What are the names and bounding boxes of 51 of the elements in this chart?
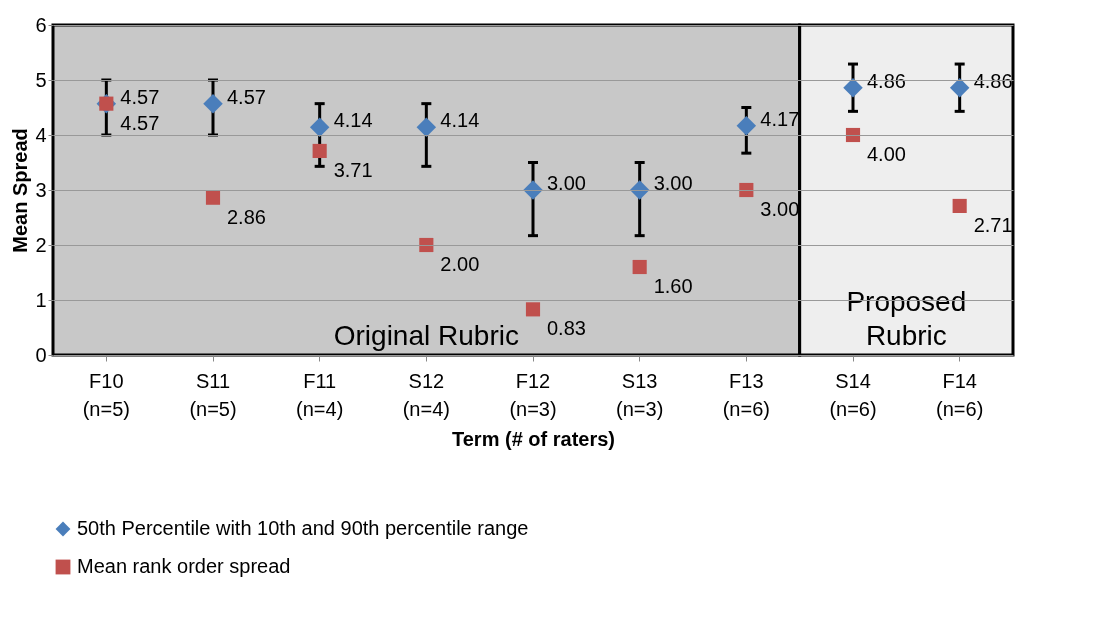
y-tick-label: 1 xyxy=(35,288,47,311)
data-label: 3.71 xyxy=(333,158,373,181)
point xyxy=(845,127,861,143)
legend-label: 50th Percentile with 10th and 90th percentile range xyxy=(77,517,529,539)
point xyxy=(309,117,330,138)
y-tick-label: 4 xyxy=(35,123,47,146)
y-tick-label: 3 xyxy=(35,178,47,201)
data-label: 4.14 xyxy=(440,109,480,132)
x-tick-label: F13 (n=6) xyxy=(722,369,770,420)
point xyxy=(736,115,757,136)
data-label: 4.57 xyxy=(120,111,160,134)
x-tick-label: S12 (n=4) xyxy=(402,369,450,420)
y-tick-label: 2 xyxy=(35,233,47,256)
x-tick-label: S13 (n=3) xyxy=(616,369,664,420)
point xyxy=(629,180,650,200)
y-tick-label: 5 xyxy=(35,68,47,91)
data-label: 3.00 xyxy=(653,172,693,194)
y-axis-title: Mean Spread xyxy=(9,128,32,253)
data-label: 2.86 xyxy=(227,205,266,228)
x-tick-label: F11 (n=4) xyxy=(296,369,344,420)
y-tick-label: 6 xyxy=(35,13,47,36)
data-label: 1.60 xyxy=(653,275,693,297)
data-label: 2.00 xyxy=(440,253,480,275)
point xyxy=(739,182,754,198)
point xyxy=(312,143,327,159)
point xyxy=(416,117,437,138)
point xyxy=(843,77,863,98)
point xyxy=(203,93,223,114)
x-tick-label: F14 (n=6) xyxy=(936,369,984,420)
point xyxy=(952,198,967,214)
point xyxy=(525,302,541,317)
y-tick-label: 0 xyxy=(35,343,47,366)
band-label: Original Rubric xyxy=(333,320,519,351)
data-label: 0.83 xyxy=(547,317,586,340)
data-label: 4.00 xyxy=(867,143,906,165)
data-label: 4.57 xyxy=(227,85,266,108)
x-tick-label: S11 (n=5) xyxy=(189,369,237,420)
data-label: 4.17 xyxy=(760,107,800,130)
x-tick-label: S14 (n=6) xyxy=(829,369,877,420)
data-label: 2.71 xyxy=(973,213,1013,236)
x-tick-label: F10 (n=5) xyxy=(82,369,130,420)
data-label: 4.14 xyxy=(333,109,373,132)
data-label: 3.00 xyxy=(547,172,586,194)
data-label: 4.57 xyxy=(120,85,160,108)
point xyxy=(419,237,434,253)
point xyxy=(949,77,970,98)
x-axis-title: Term (# of raters) xyxy=(451,427,616,450)
point xyxy=(632,259,647,275)
x-tick-label: F12 (n=3) xyxy=(509,369,557,420)
point xyxy=(205,190,221,205)
legend-label: Mean rank order spread xyxy=(77,555,291,577)
